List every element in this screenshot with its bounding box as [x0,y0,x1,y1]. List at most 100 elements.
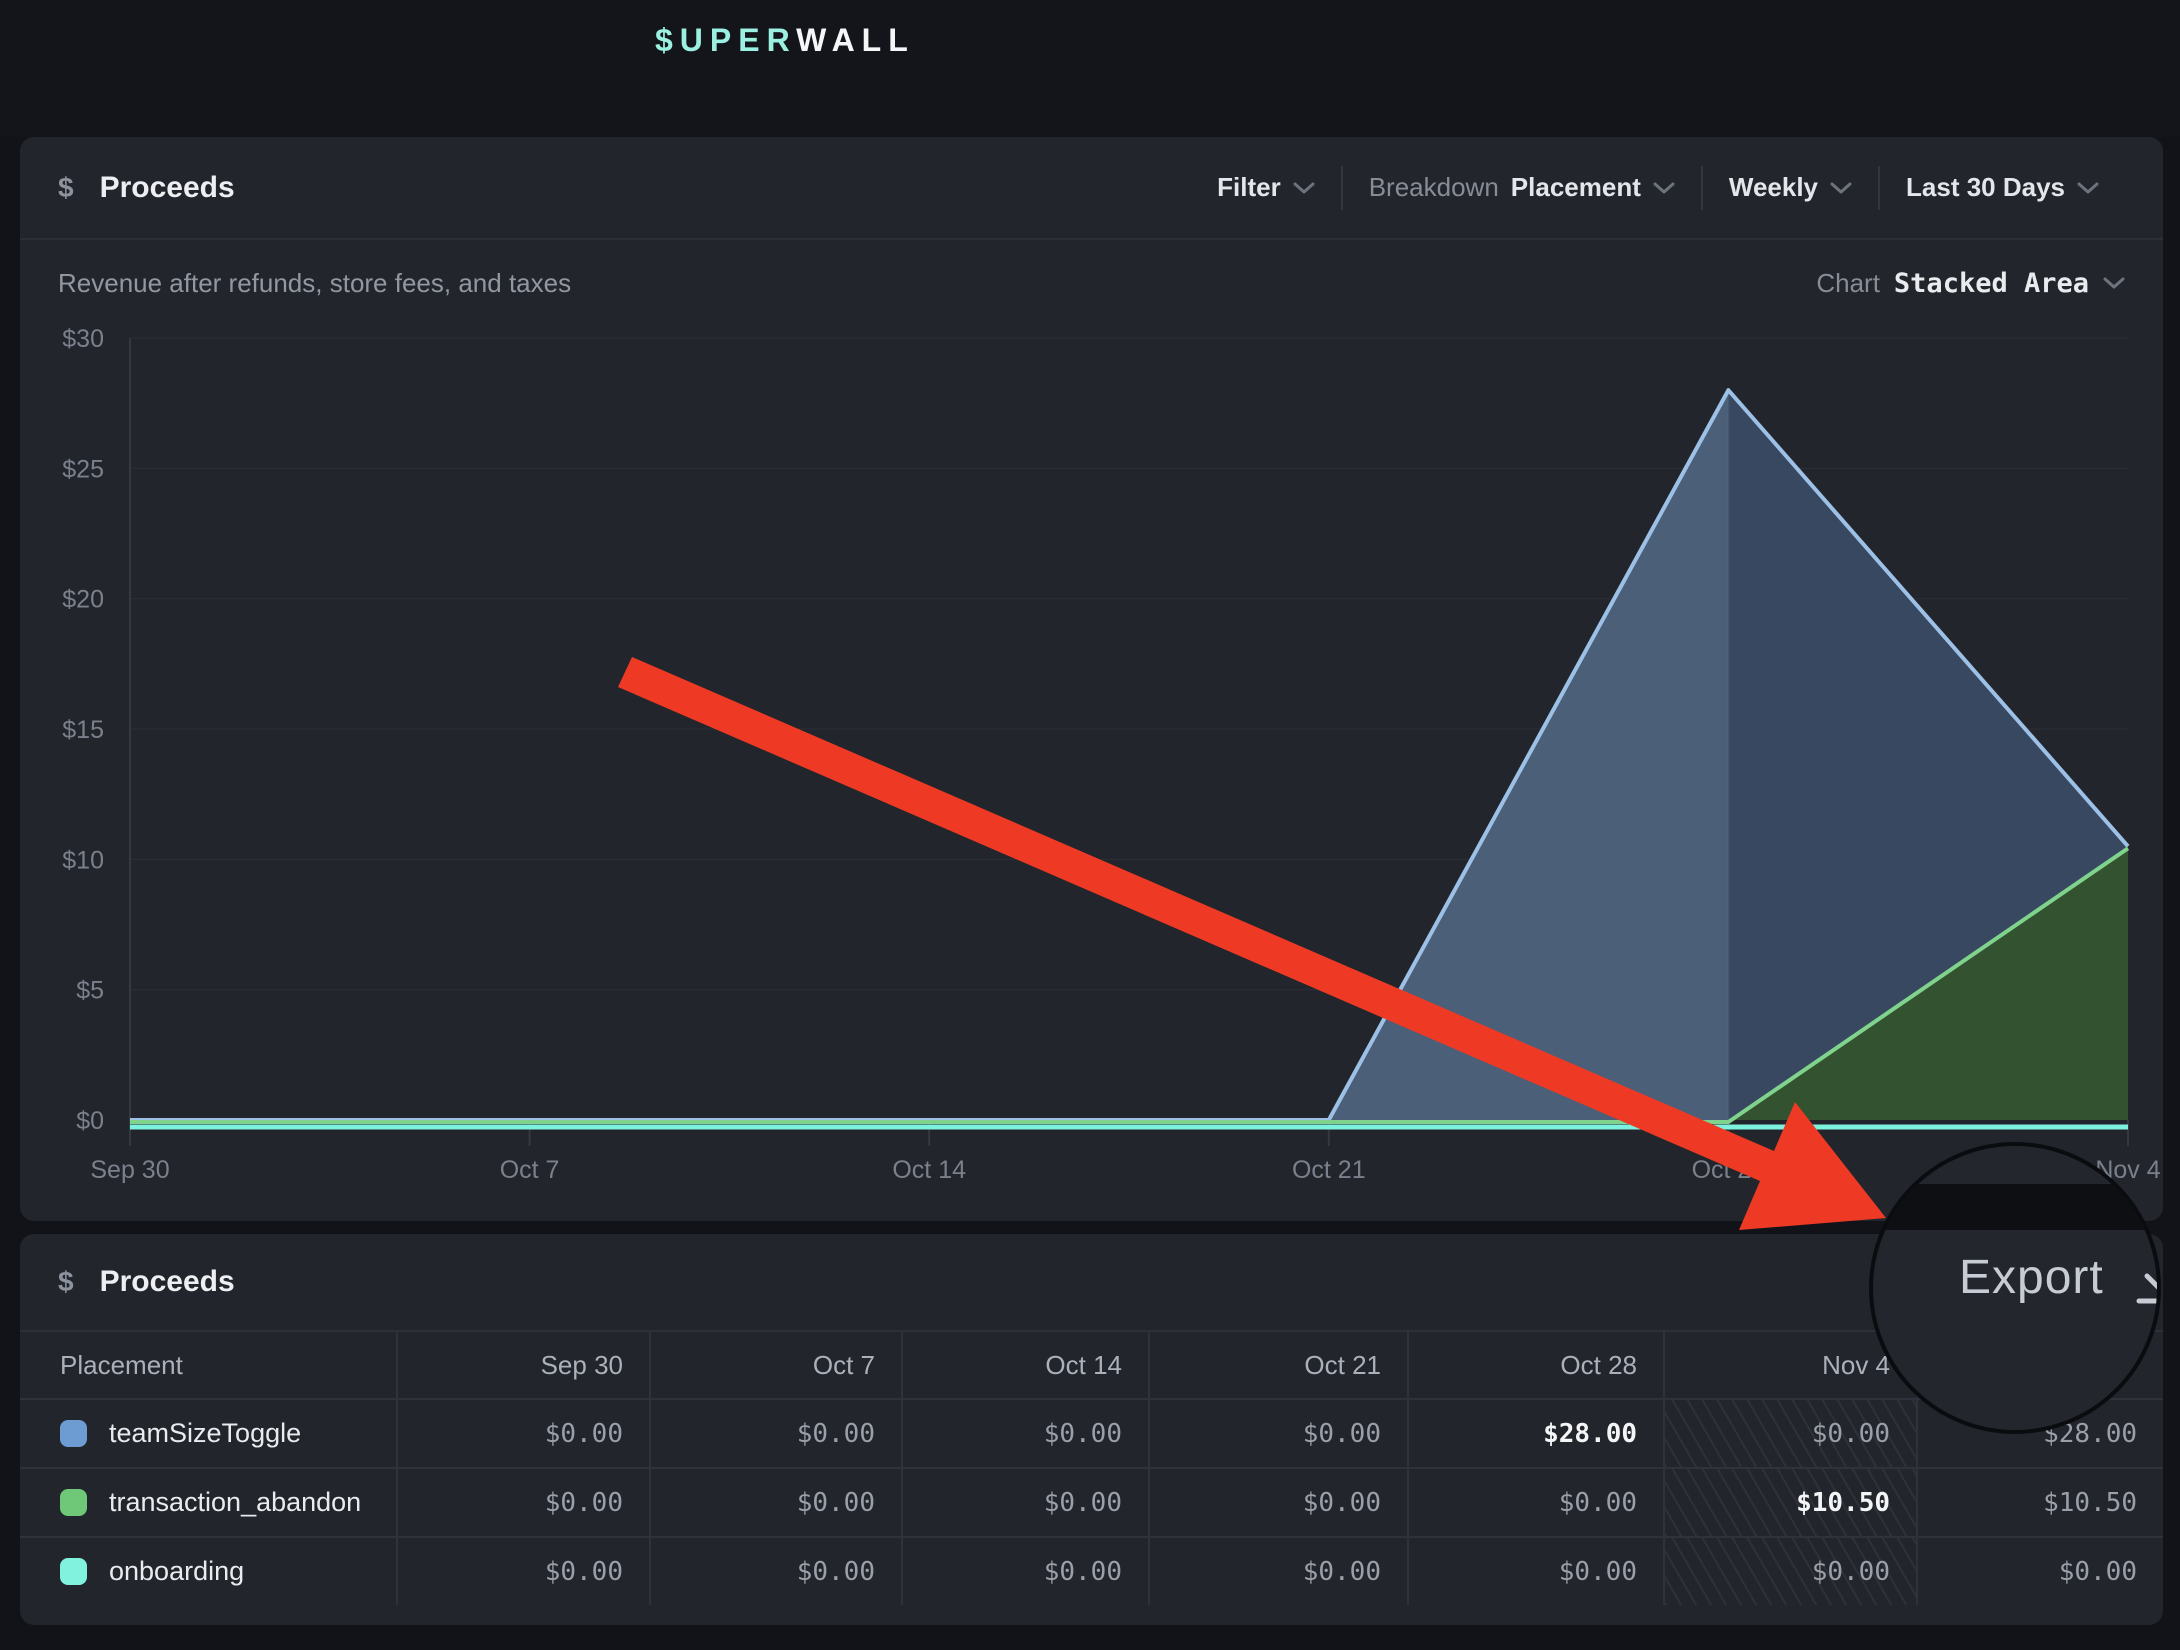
chart-type-dropdown[interactable]: Chart Stacked Area [1816,268,2125,299]
value: $0.00 [1043,1487,1122,1518]
value: $0.00 [1302,1487,1381,1518]
value-cell: $0.00 [1916,1538,2163,1605]
table-row: transaction_abandon $0.00 $0.00 $0.00 $0.00 $… [20,1467,2163,1536]
column-header: Oct 14 [901,1332,1148,1398]
value: $0.00 [544,1556,623,1587]
value: $0.00 [1043,1556,1122,1587]
series-color-swatch [60,1558,87,1585]
value-cell: $0.00 [901,1538,1148,1605]
chevron-down-icon [2103,277,2125,289]
table-row: teamSizeToggle $0.00 $0.00 $0.00 $0.00 $28.00… [20,1398,2163,1467]
date-range-dropdown[interactable]: Last 30 Days [1880,172,2125,203]
placement-cell: transaction_abandon [20,1469,396,1536]
chevron-down-icon [2077,182,2099,193]
chart-subtitle-row: Revenue after refunds, store fees, and t… [20,240,2163,326]
breakdown-dropdown[interactable]: Breakdown Placement [1343,172,1701,203]
series-color-swatch [60,1420,87,1447]
value-cell: $0.00 [649,1538,901,1605]
value: $0.00 [544,1487,623,1518]
value-cell: $0.00 [1407,1538,1663,1605]
chart-subtitle: Revenue after refunds, store fees, and t… [58,267,572,298]
value-cell: $0.00 [1148,1538,1407,1605]
series-color-swatch [60,1489,87,1516]
chevron-down-icon [1830,182,1852,193]
value: $0.00 [2058,1556,2137,1587]
placement-cell: onboarding [20,1538,396,1605]
value: $28.00 [1543,1418,1637,1449]
export-loupe-annotation: Export [1869,1142,2161,1434]
chevron-down-icon [1293,182,1315,193]
value-cell: $0.00 [901,1469,1148,1536]
chart-type-label: Chart [1816,267,1880,298]
column-header: Oct 28 [1407,1332,1663,1398]
placement-name: onboarding [109,1556,245,1586]
value-cell: $0.00 [649,1400,901,1467]
value: $0.00 [796,1418,875,1449]
divider [1700,165,1703,210]
chevron-down-icon [1653,182,1675,193]
placement-name: teamSizeToggle [109,1418,302,1448]
interval-dropdown[interactable]: Weekly [1703,172,1878,203]
value: $10.50 [1796,1487,1890,1518]
proceeds-table: Placement Sep 30 Oct 7 Oct 14 Oct 21 Oct 28 No… [20,1332,2163,1605]
topbar: $UPERWALL [0,0,2180,137]
value-cell: $0.00 [396,1469,649,1536]
value: $0.00 [796,1556,875,1587]
value-cell: $0.00 [1148,1469,1407,1536]
value: $10.50 [2043,1487,2137,1518]
value-cell: $10.50 [1663,1469,1916,1536]
export-button[interactable]: Export [1959,1251,2104,1304]
chart-type-value: Stacked Area [1893,267,2089,299]
interval-value: Weekly [1728,172,1819,202]
filter-dropdown[interactable]: Filter [1191,172,1341,203]
placement-cell: teamSizeToggle [20,1400,396,1467]
superwall-logo: $UPERWALL [655,22,915,59]
value-cell: $0.00 [396,1400,649,1467]
value-cell: $0.00 [1148,1400,1407,1467]
value: $0.00 [1811,1418,1890,1449]
column-header-placement: Placement [60,1349,183,1380]
value: $0.00 [796,1487,875,1518]
value: $0.00 [1558,1487,1637,1518]
value-cell: $10.50 [1916,1469,2163,1536]
placement-name: transaction_abandon [109,1487,362,1517]
value-cell: $0.00 [649,1469,901,1536]
proceeds-table-panel: $ Proceeds Placement Sep 30 Oct 7 Oct 14 Oct… [20,1234,2163,1625]
value: $0.00 [1811,1556,1890,1587]
logo-prefix: $UPER [655,22,797,58]
value-cell: $0.00 [1663,1400,1916,1467]
table-header-row: Placement Sep 30 Oct 7 Oct 14 Oct 21 Oct 28 No… [20,1332,2163,1398]
table-row: onboarding $0.00 $0.00 $0.00 $0.00 $0.00 $0.00… [20,1536,2163,1605]
breakdown-label: Breakdown [1368,172,1499,202]
value-cell: $28.00 [1407,1400,1663,1467]
value: $0.00 [544,1418,623,1449]
value-cell: $0.00 [396,1538,649,1605]
dollar-icon: $ [58,171,74,203]
table-panel-header: $ Proceeds [20,1234,2163,1332]
value-cell: $0.00 [901,1400,1148,1467]
column-header: Sep 30 [396,1332,649,1398]
divider [1878,165,1881,210]
value: $0.00 [1302,1418,1381,1449]
breakdown-value: Placement [1510,172,1641,202]
proceeds-chart-panel: $ Proceeds Filter Breakdown Placement We… [20,137,2163,1221]
panel-gap-band [1873,1184,2157,1230]
chart-panel-title: Proceeds [99,170,235,204]
value: $0.00 [1302,1556,1381,1587]
column-header: Nov 4 [1663,1332,1916,1398]
chart-panel-header: $ Proceeds Filter Breakdown Placement We… [20,137,2163,240]
date-range-value: Last 30 Days [1906,172,2065,202]
value-cell: $0.00 [1407,1469,1663,1536]
divider [1340,165,1343,210]
download-icon[interactable] [2133,1256,2161,1314]
value: $0.00 [1043,1418,1122,1449]
column-header: Oct 7 [649,1332,901,1398]
dollar-icon: $ [58,1266,74,1297]
column-header: Oct 21 [1148,1332,1407,1398]
table-panel-title: Proceeds [99,1265,235,1298]
value-cell: $0.00 [1663,1538,1916,1605]
chart-controls: Filter Breakdown Placement Weekly Last 3… [1191,165,2125,210]
value: $0.00 [1558,1556,1637,1587]
logo-suffix: WALL [796,22,915,58]
